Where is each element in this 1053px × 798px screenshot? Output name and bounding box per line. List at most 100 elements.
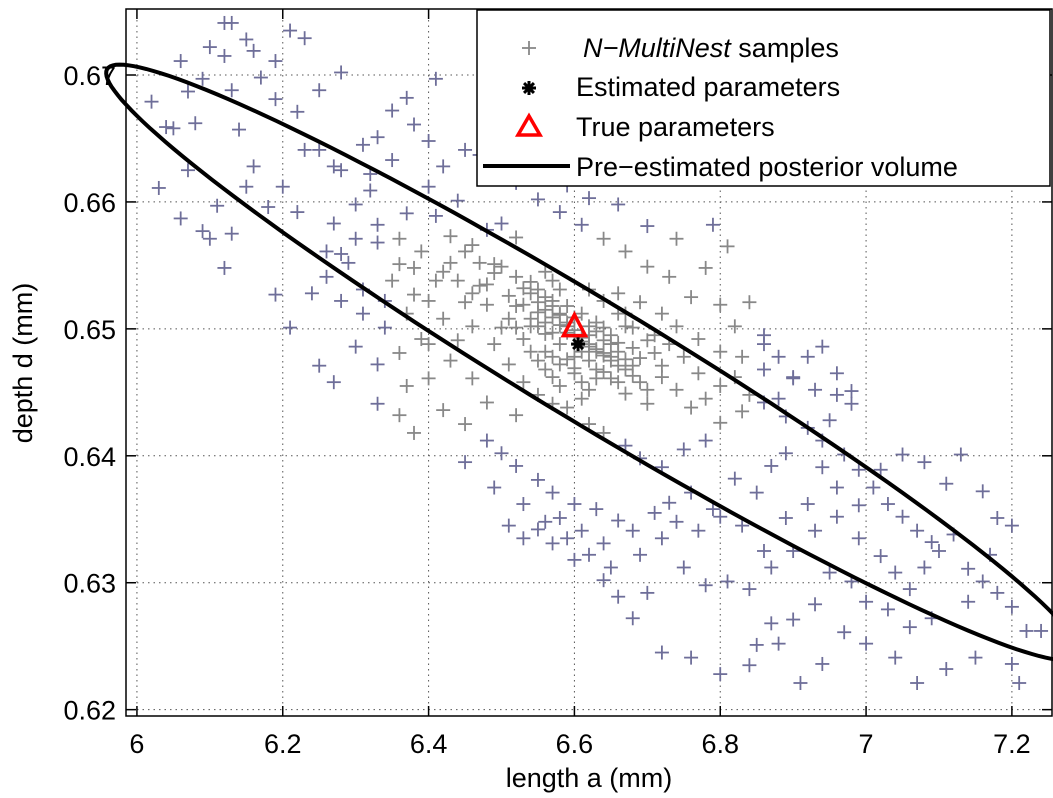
sample-point [582,191,596,206]
sample-point [188,116,203,131]
sample-point [815,339,830,354]
sample-point [436,159,451,174]
sample-point [479,395,494,410]
sample-point [968,650,983,665]
sample-point [458,244,473,259]
sample-point [611,375,626,390]
sample-point [538,264,553,279]
sample-point [224,15,239,30]
sample-point [1004,518,1019,533]
sample-point [625,523,640,538]
sample-point [151,180,166,195]
sample-point [582,547,596,562]
sample-point [239,179,254,194]
sample-point [684,650,699,665]
sample-point [370,357,385,372]
sample-point [924,535,939,550]
legend-star-glyph [522,81,536,95]
legend-item-estimated: Estimated parameters [522,72,840,102]
sample-point [450,333,465,348]
sample-point [560,400,575,415]
sample-point [545,370,560,385]
sample-point [596,536,611,551]
sample-point [633,351,648,366]
sample-point [618,319,633,334]
sample-point [654,306,669,321]
sample-point [458,142,473,157]
sample-point [494,259,509,274]
sample-point [516,297,531,312]
sample-point [166,121,181,136]
sample-point [808,597,823,612]
sample-point [530,472,545,487]
legend-true-marker [514,112,544,137]
sample-point [844,396,859,411]
sample-point [1004,599,1019,614]
legend-box [476,9,1051,187]
sample-point [633,375,648,390]
legend-item-true: True parameters [514,112,775,142]
sample-point [829,480,844,495]
sample-point [640,333,655,348]
sample-point [560,531,575,546]
true-parameters-marker [560,310,589,338]
sample-point [363,183,378,198]
sample-point [727,319,742,334]
sample-point [268,92,283,107]
sample-point [530,305,545,320]
sample-point [829,387,844,402]
y-axis-label: depth d (mm) [8,283,38,444]
sample-point [421,337,436,352]
sample-point [414,244,429,259]
sample-point [727,471,742,486]
sample-point [786,612,801,627]
sample-point [567,552,582,567]
sample-point [873,462,888,477]
sample-point [596,333,611,348]
sample-point [647,505,662,520]
sample-point [530,353,545,368]
sample-point [669,231,684,246]
sample-point [501,357,516,372]
sample-point [713,378,728,393]
sample-point [173,211,188,226]
sample-point [778,510,793,525]
sample-point [509,230,524,245]
sample-point [625,340,640,355]
sample-point [1034,623,1049,638]
x-axis-label: length a (mm) [506,763,673,793]
sample-point [202,40,217,55]
sample-point [407,425,422,440]
sample-point [487,337,502,352]
sample-point [501,518,516,533]
sample-point [961,594,976,609]
sample-point [720,239,735,254]
sample-point [567,349,582,364]
sample-point [800,349,815,364]
sample-point [421,371,436,386]
sample-point [552,357,567,372]
sample-point [290,104,305,119]
legend-item-samples: N−MultiNest samples [522,33,839,63]
legend-item-ellipse: Pre−estimated posterior volume [483,152,958,182]
y-tick-label: 0.66 [63,188,116,218]
sample-point [618,352,633,367]
sample-point [370,130,385,145]
sample-point [283,23,298,38]
sample-point [756,337,771,352]
sample-point [479,297,494,312]
sample-point [348,231,363,246]
sample-point [654,358,669,373]
sample-point [698,260,713,275]
sample-point [224,83,239,98]
sample-point [705,217,720,232]
y-tick-labels: 0.62 0.63 0.64 0.65 0.66 0.67 [63,61,116,726]
sample-point [910,675,925,690]
sample-point [159,120,174,135]
sample-point [859,594,874,609]
sample-point [538,514,553,529]
sample-point [392,345,407,360]
sample-point [633,295,648,310]
sample-point [771,349,786,364]
